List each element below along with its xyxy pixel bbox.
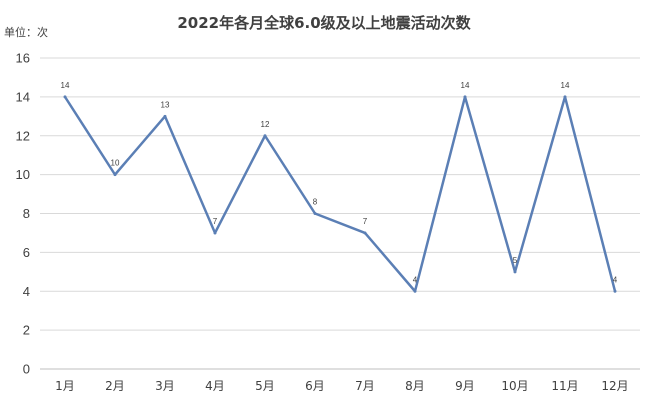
data-label: 8: [313, 198, 318, 207]
x-tick-label: 10月: [501, 379, 528, 393]
x-tick-label: 2月: [105, 379, 125, 393]
x-tick-label: 7月: [355, 379, 375, 393]
y-axis-ticks: 0 2 4 6 8 10 12 14 16: [16, 51, 30, 377]
data-point: [63, 95, 67, 99]
x-tick-label: 1月: [55, 379, 75, 393]
data-labels: 14 10 13 7 12 8 7 4 14 5 14 4: [61, 81, 618, 284]
y-tick-label: 2: [23, 323, 30, 338]
data-label: 4: [613, 275, 618, 284]
series-layer: [63, 95, 617, 293]
data-point: [363, 231, 367, 235]
data-point: [413, 289, 417, 293]
chart-title: 2022年各月全球6.0级及以上地震活动次数: [177, 14, 471, 32]
data-label: 12: [261, 120, 270, 129]
data-label: 7: [213, 217, 218, 226]
x-tick-label: 3月: [155, 379, 175, 393]
series-line: [63, 95, 617, 293]
data-label: 14: [61, 81, 70, 90]
data-label: 5: [513, 256, 518, 265]
data-point: [313, 212, 317, 215]
data-point: [263, 134, 267, 138]
data-label: 4: [413, 275, 418, 284]
data-label: 14: [461, 81, 470, 90]
x-tick-label: 12月: [601, 379, 628, 393]
data-label: 13: [161, 100, 170, 109]
data-label: 7: [363, 217, 368, 226]
y-tick-label: 6: [23, 245, 30, 260]
y-tick-label: 8: [23, 206, 30, 221]
y-tick-label: 0: [23, 362, 30, 377]
x-tick-label: 6月: [305, 379, 325, 393]
y-tick-label: 16: [16, 51, 30, 66]
data-point: [113, 173, 117, 177]
data-point: [513, 270, 517, 274]
y-tick-label: 10: [16, 167, 30, 182]
data-label: 10: [111, 159, 120, 168]
y-tick-label: 14: [16, 89, 30, 104]
data-point: [613, 289, 617, 293]
data-point: [213, 231, 217, 235]
y-tick-label: 4: [23, 284, 30, 299]
gridlines: [40, 57, 640, 370]
x-tick-label: 5月: [255, 379, 275, 393]
data-point: [163, 114, 167, 118]
data-point: [463, 95, 467, 99]
x-tick-label: 8月: [405, 379, 425, 393]
x-axis-ticks: 1月 2月 3月 4月 5月 6月 7月 8月 9月 10月 11月 12月: [55, 379, 628, 393]
unit-label: 单位：次: [4, 25, 48, 39]
x-tick-label: 11月: [551, 379, 578, 393]
x-tick-label: 4月: [205, 379, 225, 393]
x-tick-label: 9月: [455, 379, 475, 393]
data-label: 14: [561, 81, 570, 90]
y-tick-label: 12: [16, 128, 30, 143]
data-point: [563, 95, 567, 99]
